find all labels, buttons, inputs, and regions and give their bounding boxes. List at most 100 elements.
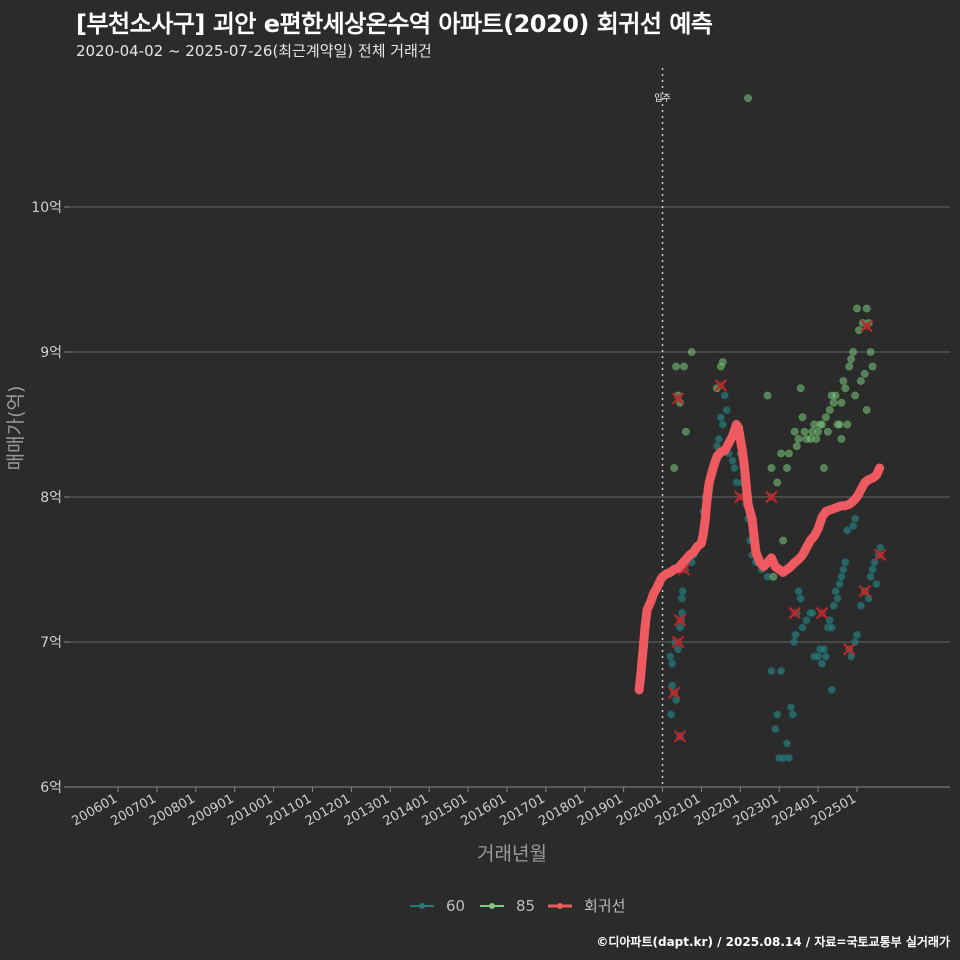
point-85 <box>818 420 826 429</box>
x-axis-title: 거래년월 <box>477 843 547 865</box>
point-60 <box>767 667 776 675</box>
point-60 <box>827 623 836 632</box>
legend-label: 60 <box>446 897 465 915</box>
point-60 <box>847 652 856 661</box>
legend-swatch-dot <box>489 903 495 909</box>
cross-marker <box>673 730 687 743</box>
point-60 <box>843 526 852 535</box>
cross-marker <box>765 490 778 504</box>
point-60 <box>856 601 865 610</box>
point-60 <box>783 739 791 748</box>
cross-marker <box>671 635 685 649</box>
point-60 <box>720 391 729 400</box>
point-60 <box>835 580 844 588</box>
regression-line <box>634 420 885 695</box>
point-85 <box>837 398 846 407</box>
point-85 <box>769 572 778 581</box>
y-axis-ticks: 6억 7억 8억 9억 10억 <box>31 200 70 796</box>
point-85 <box>823 427 832 436</box>
point-60 <box>818 659 826 668</box>
point-60 <box>715 435 723 443</box>
point-60 <box>798 623 807 632</box>
regression-path <box>634 420 885 695</box>
point-85 <box>851 391 859 400</box>
point-60 <box>829 601 838 610</box>
point-60 <box>841 558 850 567</box>
point-85 <box>841 384 850 393</box>
point-60 <box>831 587 840 596</box>
x-axis-ticks: 2006012007012008012009012010012011012012… <box>70 787 859 829</box>
point-85 <box>687 348 696 356</box>
point-60 <box>777 667 786 675</box>
point-60 <box>678 594 686 603</box>
point-85 <box>862 304 871 313</box>
legend: 60 85 회귀선 <box>410 897 625 915</box>
point-60 <box>674 645 682 654</box>
point-85 <box>798 413 807 422</box>
point-85 <box>814 427 823 436</box>
point-85 <box>835 420 844 429</box>
y-tick-label: 6억 <box>40 780 62 796</box>
point-60 <box>728 456 737 465</box>
point-60 <box>666 652 675 661</box>
point-60 <box>785 754 793 762</box>
cross-marker <box>860 319 873 333</box>
point-60 <box>851 638 859 646</box>
point-85 <box>672 362 681 371</box>
legend-swatch-dot <box>419 903 425 909</box>
point-60 <box>788 710 797 719</box>
footer-credit: ©디아파트(dapt.kr) / 2025.08.14 / 자료=국토교통부 실… <box>596 935 950 949</box>
cross-marker <box>788 606 801 620</box>
cross-marker <box>671 392 685 405</box>
move-in-line: 입주 <box>654 68 671 787</box>
cross-marker <box>714 379 728 392</box>
point-85 <box>744 94 752 103</box>
x-tick-label: 202501 <box>809 791 859 829</box>
cross-marker <box>673 614 687 627</box>
point-60 <box>794 587 803 596</box>
point-85 <box>839 377 848 385</box>
point-60 <box>821 652 830 661</box>
point-85 <box>796 384 805 393</box>
point-85 <box>763 391 772 400</box>
legend-item-60: 60 <box>410 897 465 915</box>
point-60 <box>820 645 828 654</box>
point-85 <box>681 427 690 436</box>
point-85 <box>800 427 809 436</box>
point-85 <box>794 435 803 443</box>
point-85 <box>856 377 865 385</box>
point-60 <box>678 587 687 596</box>
point-60 <box>808 609 817 617</box>
point-60 <box>853 630 861 639</box>
point-60 <box>814 652 823 661</box>
point-85 <box>847 355 856 364</box>
point-85 <box>785 449 793 458</box>
point-85 <box>767 464 776 472</box>
point-60 <box>870 558 879 567</box>
cross-marker <box>874 548 887 562</box>
point-85 <box>790 427 799 436</box>
point-60 <box>839 565 848 574</box>
point-60 <box>773 710 782 719</box>
point-60 <box>668 681 677 690</box>
point-85 <box>779 536 787 545</box>
point-85 <box>820 464 828 472</box>
point-60 <box>730 464 739 472</box>
point-85 <box>831 391 840 400</box>
point-60 <box>790 638 798 646</box>
point-60 <box>866 572 875 581</box>
point-60 <box>771 725 780 733</box>
point-60 <box>786 703 795 712</box>
point-60 <box>849 522 858 530</box>
point-85 <box>843 420 852 429</box>
legend-swatch-dot <box>557 903 563 909</box>
point-85 <box>825 406 834 414</box>
point-85 <box>849 348 858 356</box>
point-85 <box>773 478 782 487</box>
cross-marker <box>667 686 681 699</box>
point-60 <box>796 594 805 603</box>
chart-title: [부천소사구] 괴안 e편한세상온수역 아파트(2020) 회귀선 예측 <box>76 10 713 38</box>
point-85 <box>670 464 679 472</box>
point-85 <box>792 442 801 451</box>
